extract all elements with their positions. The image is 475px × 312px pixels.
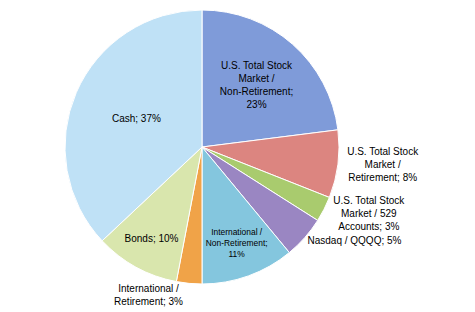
svg-text:U.S. Total StockMarket / 529Ac: U.S. Total StockMarket / 529Accounts; 3%	[333, 195, 405, 232]
svg-text:International /Retirement; 3%: International /Retirement; 3%	[114, 283, 183, 307]
svg-text:U.S. Total StockMarket /Retire: U.S. Total StockMarket /Retirement; 8%	[347, 146, 419, 183]
svg-text:Nasdaq / QQQQ; 5%: Nasdaq / QQQQ; 5%	[308, 235, 402, 246]
svg-text:U.S. Total StockMarket /Non-Re: U.S. Total StockMarket /Non-Retirement;2…	[220, 60, 293, 110]
svg-text:Cash; 37%: Cash; 37%	[112, 113, 161, 124]
svg-text:International /Non-Retirement;: International /Non-Retirement;11%	[206, 227, 268, 259]
svg-text:Bonds; 10%: Bonds; 10%	[125, 233, 179, 244]
